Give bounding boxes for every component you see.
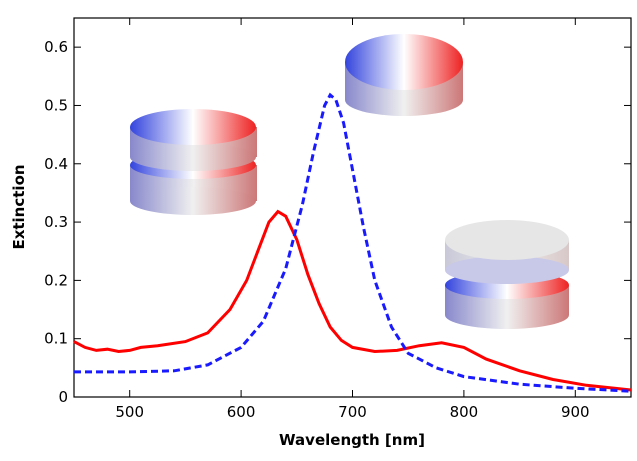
x-tick-label: 800 bbox=[450, 403, 479, 421]
x-tick-label: 700 bbox=[338, 403, 367, 421]
single-disk bbox=[345, 34, 463, 116]
y-tick-label: 0.4 bbox=[44, 155, 68, 173]
dimer-disk bbox=[130, 109, 257, 215]
x-axis-title: Wavelength [nm] bbox=[279, 431, 425, 449]
y-tick-label: 0.2 bbox=[44, 271, 68, 289]
x-tick-label: 500 bbox=[115, 403, 144, 421]
y-tick-label: 0.5 bbox=[44, 96, 68, 114]
y-tick-label: 0.3 bbox=[44, 213, 68, 231]
y-tick-label: 0.1 bbox=[44, 330, 68, 348]
antibonding-dimer bbox=[445, 220, 569, 329]
series-line bbox=[73, 209, 632, 392]
y-tick-label: 0 bbox=[58, 388, 68, 406]
y-tick-label: 0.6 bbox=[44, 38, 68, 56]
x-tick-label: 900 bbox=[561, 403, 590, 421]
series-line bbox=[74, 92, 632, 393]
x-tick-label: 600 bbox=[227, 403, 256, 421]
y-axis-title: Extinction bbox=[10, 164, 28, 249]
inset-illustrations bbox=[130, 34, 569, 329]
